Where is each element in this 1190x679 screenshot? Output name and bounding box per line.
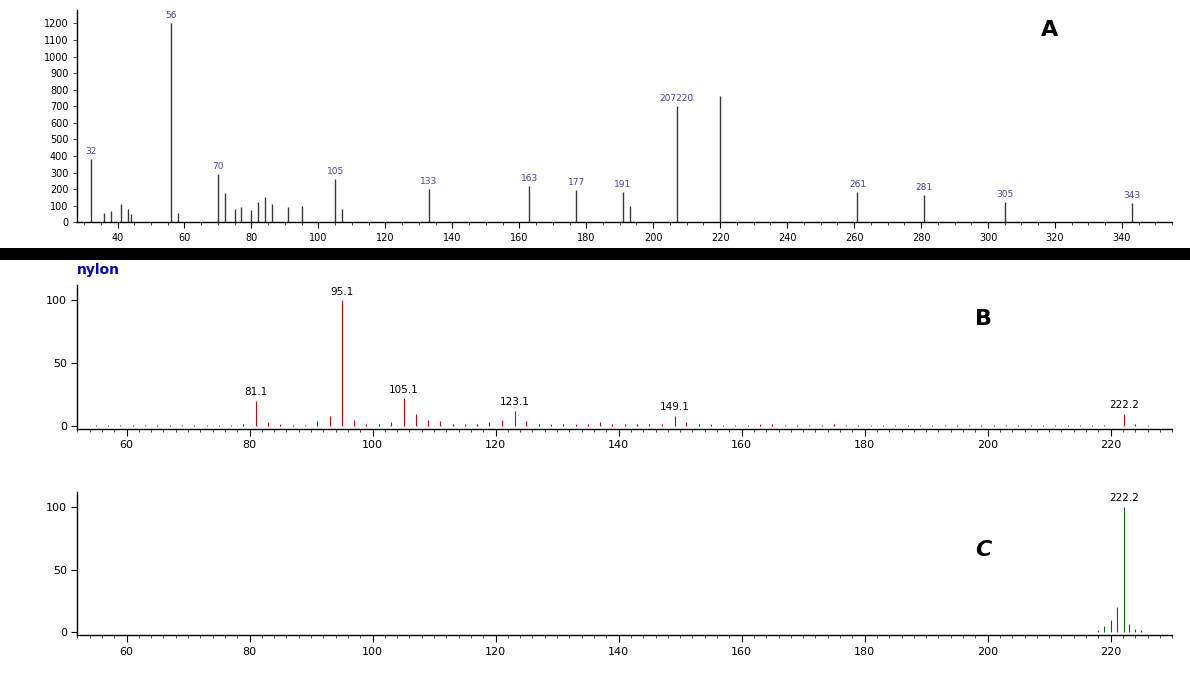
Text: 105: 105 [326,167,344,177]
Text: 343: 343 [1123,191,1140,200]
Text: 177: 177 [568,178,584,187]
Text: 32: 32 [84,147,96,156]
Text: 56: 56 [165,12,177,20]
Text: 133: 133 [420,177,438,186]
Text: 163: 163 [521,174,538,183]
Text: 222.2: 222.2 [1109,493,1139,503]
Text: 281: 281 [916,183,933,192]
Text: 105.1: 105.1 [389,385,419,394]
Text: C: C [975,540,991,560]
Text: 81.1: 81.1 [245,387,268,397]
Text: 123.1: 123.1 [500,397,530,407]
Text: 70: 70 [212,162,224,171]
Text: 261: 261 [848,180,866,189]
Text: 222.2: 222.2 [1109,400,1139,409]
Text: A: A [1041,20,1058,39]
Text: B: B [975,310,992,329]
Text: 149.1: 149.1 [659,402,689,412]
Text: 95.1: 95.1 [331,287,355,297]
Text: 305: 305 [996,189,1014,198]
Text: 207220: 207220 [659,94,694,103]
Text: 191: 191 [614,180,632,189]
Text: nylon: nylon [77,263,120,277]
